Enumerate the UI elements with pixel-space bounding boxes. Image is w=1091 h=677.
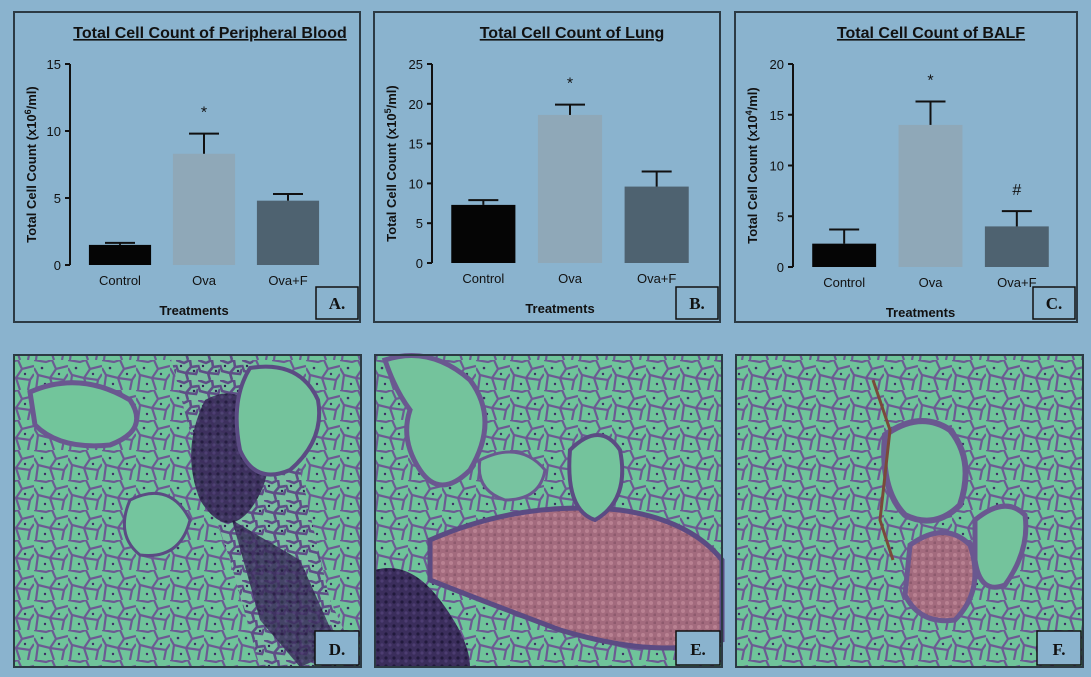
x-axis-label: Treatments: [159, 303, 228, 318]
y-axis-label: Total Cell Count (x105/ml): [383, 85, 399, 241]
panel-tag-f: F.: [1052, 640, 1065, 659]
x-tick-label: Control: [99, 273, 141, 288]
micrograph-d-vessel: [234, 364, 322, 477]
y-axis-label: Total Cell Count (x106/ml): [23, 86, 39, 242]
y-tick-label: 5: [54, 191, 61, 206]
bar-ova-f: [624, 186, 689, 263]
y-tick-label: 10: [47, 124, 61, 139]
bar-charts: Total Cell Count of Peripheral Blood 0 5 10…: [23, 25, 1076, 320]
micrograph-d-alveolar-space: [122, 491, 192, 558]
y-tick-label: 15: [770, 108, 784, 123]
micrograph-e-alveolar-space: [477, 450, 547, 502]
y-tick-label: 25: [409, 57, 423, 72]
bar-control: [812, 243, 877, 267]
y-axis-label: Total Cell Count (x104/ml): [744, 87, 760, 243]
y-tick-label: 20: [770, 57, 784, 72]
micrograph-panel-e: [374, 353, 725, 668]
chart-1: Total Cell Count of Lung 0 5 10 15 20 25 Total …: [383, 25, 719, 320]
x-tick-label: Ova+F: [637, 271, 676, 286]
y-tick-label: 0: [416, 256, 423, 271]
chart-2: Total Cell Count of BALF 0 5 10 15 20 Total Ce…: [744, 25, 1076, 320]
x-axis-label: Treatments: [886, 305, 955, 320]
y-tick-label: 10: [770, 159, 784, 174]
panel-tag-d-box: [314, 630, 360, 666]
panel-tag: C.: [1046, 294, 1063, 313]
bar-control: [451, 204, 516, 263]
y-tick-label: 5: [416, 216, 423, 231]
micrograph-e-bronchiole: [567, 433, 625, 523]
bar-control: [88, 244, 152, 265]
micrograph-e-frame: [374, 354, 723, 668]
micrograph-d-infiltrate-lower: [232, 520, 340, 667]
y-tick-label: 0: [777, 260, 784, 275]
bar-ova-f: [984, 226, 1049, 267]
significance-marker: *: [567, 76, 573, 93]
y-tick-label: 5: [777, 209, 784, 224]
panel-tag-box: [315, 286, 359, 320]
panel-tag-box: [675, 286, 719, 320]
micrograph-d-frame: [13, 354, 362, 668]
panel-tag-d: D.: [329, 640, 346, 659]
y-tick-label: 15: [409, 137, 423, 152]
micrograph-d-airway: [27, 380, 140, 449]
significance-marker: #: [1012, 182, 1021, 199]
micrograph-panel-d: [13, 354, 362, 668]
micrograph-e-airway: [381, 353, 488, 488]
x-tick-label: Ova+F: [997, 275, 1036, 290]
panel-tag: B.: [689, 294, 705, 313]
panel-tag-box: [1032, 286, 1076, 320]
significance-marker: *: [201, 105, 207, 122]
significance-marker: *: [927, 73, 933, 90]
x-tick-label: Ova: [919, 275, 944, 290]
x-tick-label: Ova: [192, 273, 217, 288]
y-tick-label: 10: [409, 176, 423, 191]
x-axis-label: Treatments: [525, 301, 594, 316]
panel-tag-e: E.: [690, 640, 706, 659]
panel-tag: A.: [329, 294, 346, 313]
chart-0: Total Cell Count of Peripheral Blood 0 5 10…: [23, 25, 359, 320]
micrograph-f-brown-streak: [871, 379, 895, 561]
micrograph-e-infiltrate: [375, 568, 470, 667]
x-tick-label: Control: [823, 275, 865, 290]
panel-tag-e-box: [675, 630, 721, 666]
y-tick-label: 0: [54, 258, 61, 273]
chart-title: Total Cell Count of Peripheral Blood: [73, 25, 346, 42]
bar-ova-f: [256, 200, 320, 265]
micrograph-f-blood-vessel: [902, 530, 978, 624]
y-tick-label: 20: [409, 97, 423, 112]
micrograph-panel-f: [735, 354, 1084, 668]
chart-title: Total Cell Count of Lung: [480, 25, 665, 42]
micrograph-f-frame: [735, 354, 1084, 668]
bar-ova: [537, 114, 603, 263]
micrograph-f-airway: [972, 503, 1029, 590]
bar-ova: [172, 153, 236, 265]
x-tick-label: Control: [462, 271, 504, 286]
micrograph-f-bronchiole: [881, 418, 969, 524]
chart-title: Total Cell Count of BALF: [837, 25, 1025, 42]
x-tick-label: Ova: [558, 271, 583, 286]
bar-ova: [898, 124, 963, 268]
panel-tag-f-box: [1036, 630, 1082, 666]
x-tick-label: Ova+F: [268, 273, 307, 288]
y-tick-label: 15: [47, 57, 61, 72]
